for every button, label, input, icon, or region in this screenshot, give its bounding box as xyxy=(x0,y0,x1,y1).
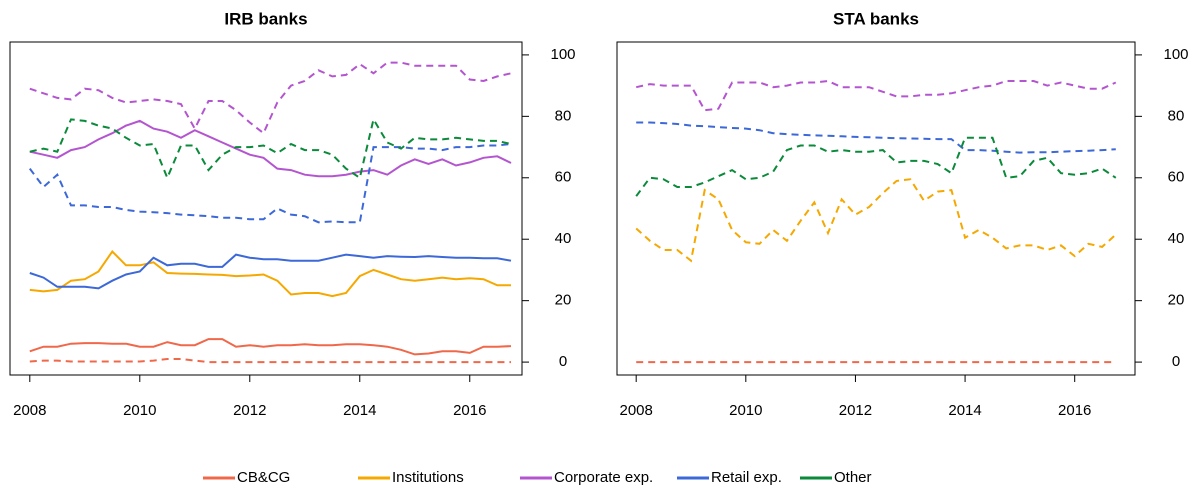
series-line xyxy=(29,61,512,135)
y-tick-label: 80 xyxy=(1168,107,1185,124)
series-line xyxy=(29,116,512,181)
y-tick-label: 60 xyxy=(555,169,572,186)
y-tick-label: 80 xyxy=(555,107,572,124)
x-tick-label: 2014 xyxy=(948,402,981,419)
y-tick-label: 40 xyxy=(555,230,572,247)
series-line xyxy=(635,178,1117,263)
y-tick-label: 40 xyxy=(1168,230,1185,247)
y-tick-label: 100 xyxy=(1163,46,1188,63)
series-line xyxy=(29,358,511,364)
x-tick-label: 2012 xyxy=(839,402,872,419)
x-tick-label: 2016 xyxy=(453,402,486,419)
y-tick-label: 20 xyxy=(1168,292,1185,309)
series-line xyxy=(29,253,512,290)
y-tick-label: 0 xyxy=(1172,353,1180,370)
plot-frame xyxy=(9,41,523,376)
y-tick-label: 20 xyxy=(555,292,572,309)
series-line xyxy=(28,143,512,224)
series-line xyxy=(635,79,1117,112)
chart-title: STA banks xyxy=(833,9,919,28)
x-tick-label: 2016 xyxy=(1058,402,1091,419)
legend-label: Other xyxy=(834,469,872,486)
plot-frame xyxy=(616,41,1136,376)
series-line xyxy=(29,338,512,356)
x-tick-label: 2010 xyxy=(729,402,762,419)
y-tick-label: 100 xyxy=(550,46,575,63)
series-line xyxy=(29,119,512,178)
series-line xyxy=(635,136,1117,197)
series-line xyxy=(636,121,1116,154)
legend-label: Corporate exp. xyxy=(554,469,653,486)
y-tick-label: 60 xyxy=(1168,169,1185,186)
x-tick-label: 2008 xyxy=(13,402,46,419)
x-tick-label: 2014 xyxy=(343,402,376,419)
x-tick-label: 2010 xyxy=(123,402,156,419)
x-tick-label: 2012 xyxy=(233,402,266,419)
y-tick-label: 0 xyxy=(559,353,567,370)
chart-title: IRB banks xyxy=(224,9,307,28)
legend-label: CB&CG xyxy=(237,469,290,486)
legend-label: Retail exp. xyxy=(711,469,782,486)
x-tick-label: 2008 xyxy=(619,402,652,419)
legend-label: Institutions xyxy=(392,469,464,486)
series-line xyxy=(29,249,511,298)
